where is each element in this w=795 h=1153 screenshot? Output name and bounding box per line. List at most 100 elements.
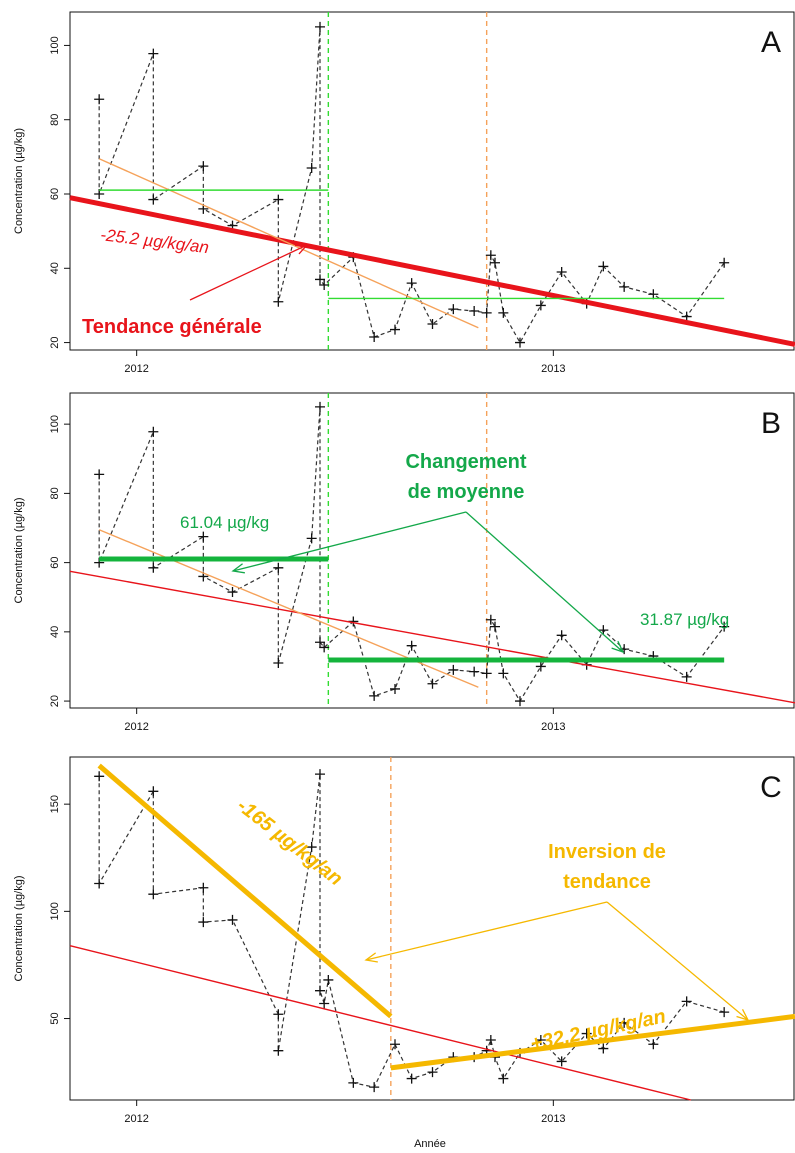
data-point [515,337,525,348]
data-point [648,1039,659,1050]
data-point [348,1077,359,1088]
x-tick-label: 2013 [541,363,565,375]
annotation-mean-before: 61.04 µg/kg [180,513,269,532]
data-point [323,974,334,985]
data-point [148,426,159,437]
data-point [681,671,692,682]
data-point [598,261,609,272]
y-axis-label: Concentration (µg/kg) [13,498,25,604]
data-point [319,280,330,290]
data-point [448,304,459,315]
data-point [273,296,284,307]
data-point [369,1082,380,1093]
data-point [619,644,630,655]
annotation-inversion-line2: tendance [563,871,651,893]
data-point [94,469,105,480]
data-point [273,1009,284,1020]
y-tick-label: 80 [49,114,61,126]
data-point [535,300,546,311]
data-point [498,668,509,679]
observation-line [98,774,725,1088]
annotation-arrow-head [294,244,309,255]
data-point [227,914,238,925]
data-point [390,324,400,335]
panel-a: 20 40 60 80 100 2012 2013 Concentration (µg/kg)… [13,11,795,375]
data-point [498,307,509,318]
annotation-trend-value: -25.2 µg/kg/an [99,225,210,257]
trend-line [69,195,795,347]
plot-frame [69,11,795,351]
y-tick-label: 60 [49,188,61,200]
data-point [490,621,500,632]
data-point [719,1007,730,1018]
trend-line [98,158,479,329]
data-point [469,306,480,316]
annotation-trend-after: +32.2 µg/kg/an [529,1005,668,1055]
data-point [273,1045,284,1056]
data-point [469,666,480,677]
trend-line [69,944,692,1101]
data-point [390,683,400,694]
annotation-inversion-line1: Inversion de [548,841,666,863]
data-point [648,289,659,300]
data-point [315,637,325,648]
y-tick-label: 100 [49,415,61,433]
data-point [427,678,438,689]
trend-line [98,529,479,688]
annotation-trend-before: -165 µg/kg/an [233,795,347,891]
data-point [619,1017,630,1028]
data-point [198,161,209,172]
data-point [481,668,492,679]
y-tick-label: 40 [49,262,61,274]
y-tick-label: 100 [49,902,61,920]
data-point [481,307,492,318]
panel-label: B [761,407,781,440]
annotation-mean-after: 31.87 µg/kg [640,610,729,629]
data-point [315,274,325,285]
data-point [148,194,159,205]
y-tick-label: 100 [49,36,61,54]
data-point [319,998,330,1009]
data-point [485,614,496,625]
x-tick-label: 2012 [124,1113,148,1125]
annotation-arrow [189,244,308,301]
annotation-arrow-left [232,511,467,572]
x-tick-label: 2013 [541,721,565,733]
y-axis-label: Concentration (µg/kg) [13,128,25,234]
trend-line [390,1013,795,1071]
x-tick-label: 2012 [124,363,148,375]
data-point [535,1034,546,1045]
annotation-arrow-left [365,901,608,961]
y-tick-label: 20 [49,336,61,348]
y-axis-label: Concentration (µg/kg) [13,876,25,982]
annotation-mean-change-line2: de moyenne [408,481,525,503]
y-tick-label: 40 [49,626,61,638]
data-point [490,257,500,268]
data-point [598,625,609,636]
data-point [315,985,325,996]
annotation-arrow-right-head [611,640,625,654]
panel-label: C [760,771,782,804]
data-point [315,769,325,780]
data-point [198,917,209,928]
trend-line [69,570,795,704]
panel-c: 50 100 150 2012 2013 Concentration (µg/kg) Ann… [13,756,795,1150]
data-point [556,267,567,277]
data-point [273,194,284,205]
data-point [315,21,325,32]
data-point [94,771,105,782]
data-point [681,311,692,322]
data-point [448,664,459,675]
data-point [498,1073,509,1084]
data-point [406,278,417,289]
data-point [227,587,238,598]
data-point [148,48,159,59]
data-point [319,642,330,653]
data-point [369,690,380,701]
data-point [406,640,417,651]
data-point [581,1028,592,1039]
data-point [306,163,317,173]
data-point [94,878,105,889]
x-axis-label: Année [414,1138,446,1150]
